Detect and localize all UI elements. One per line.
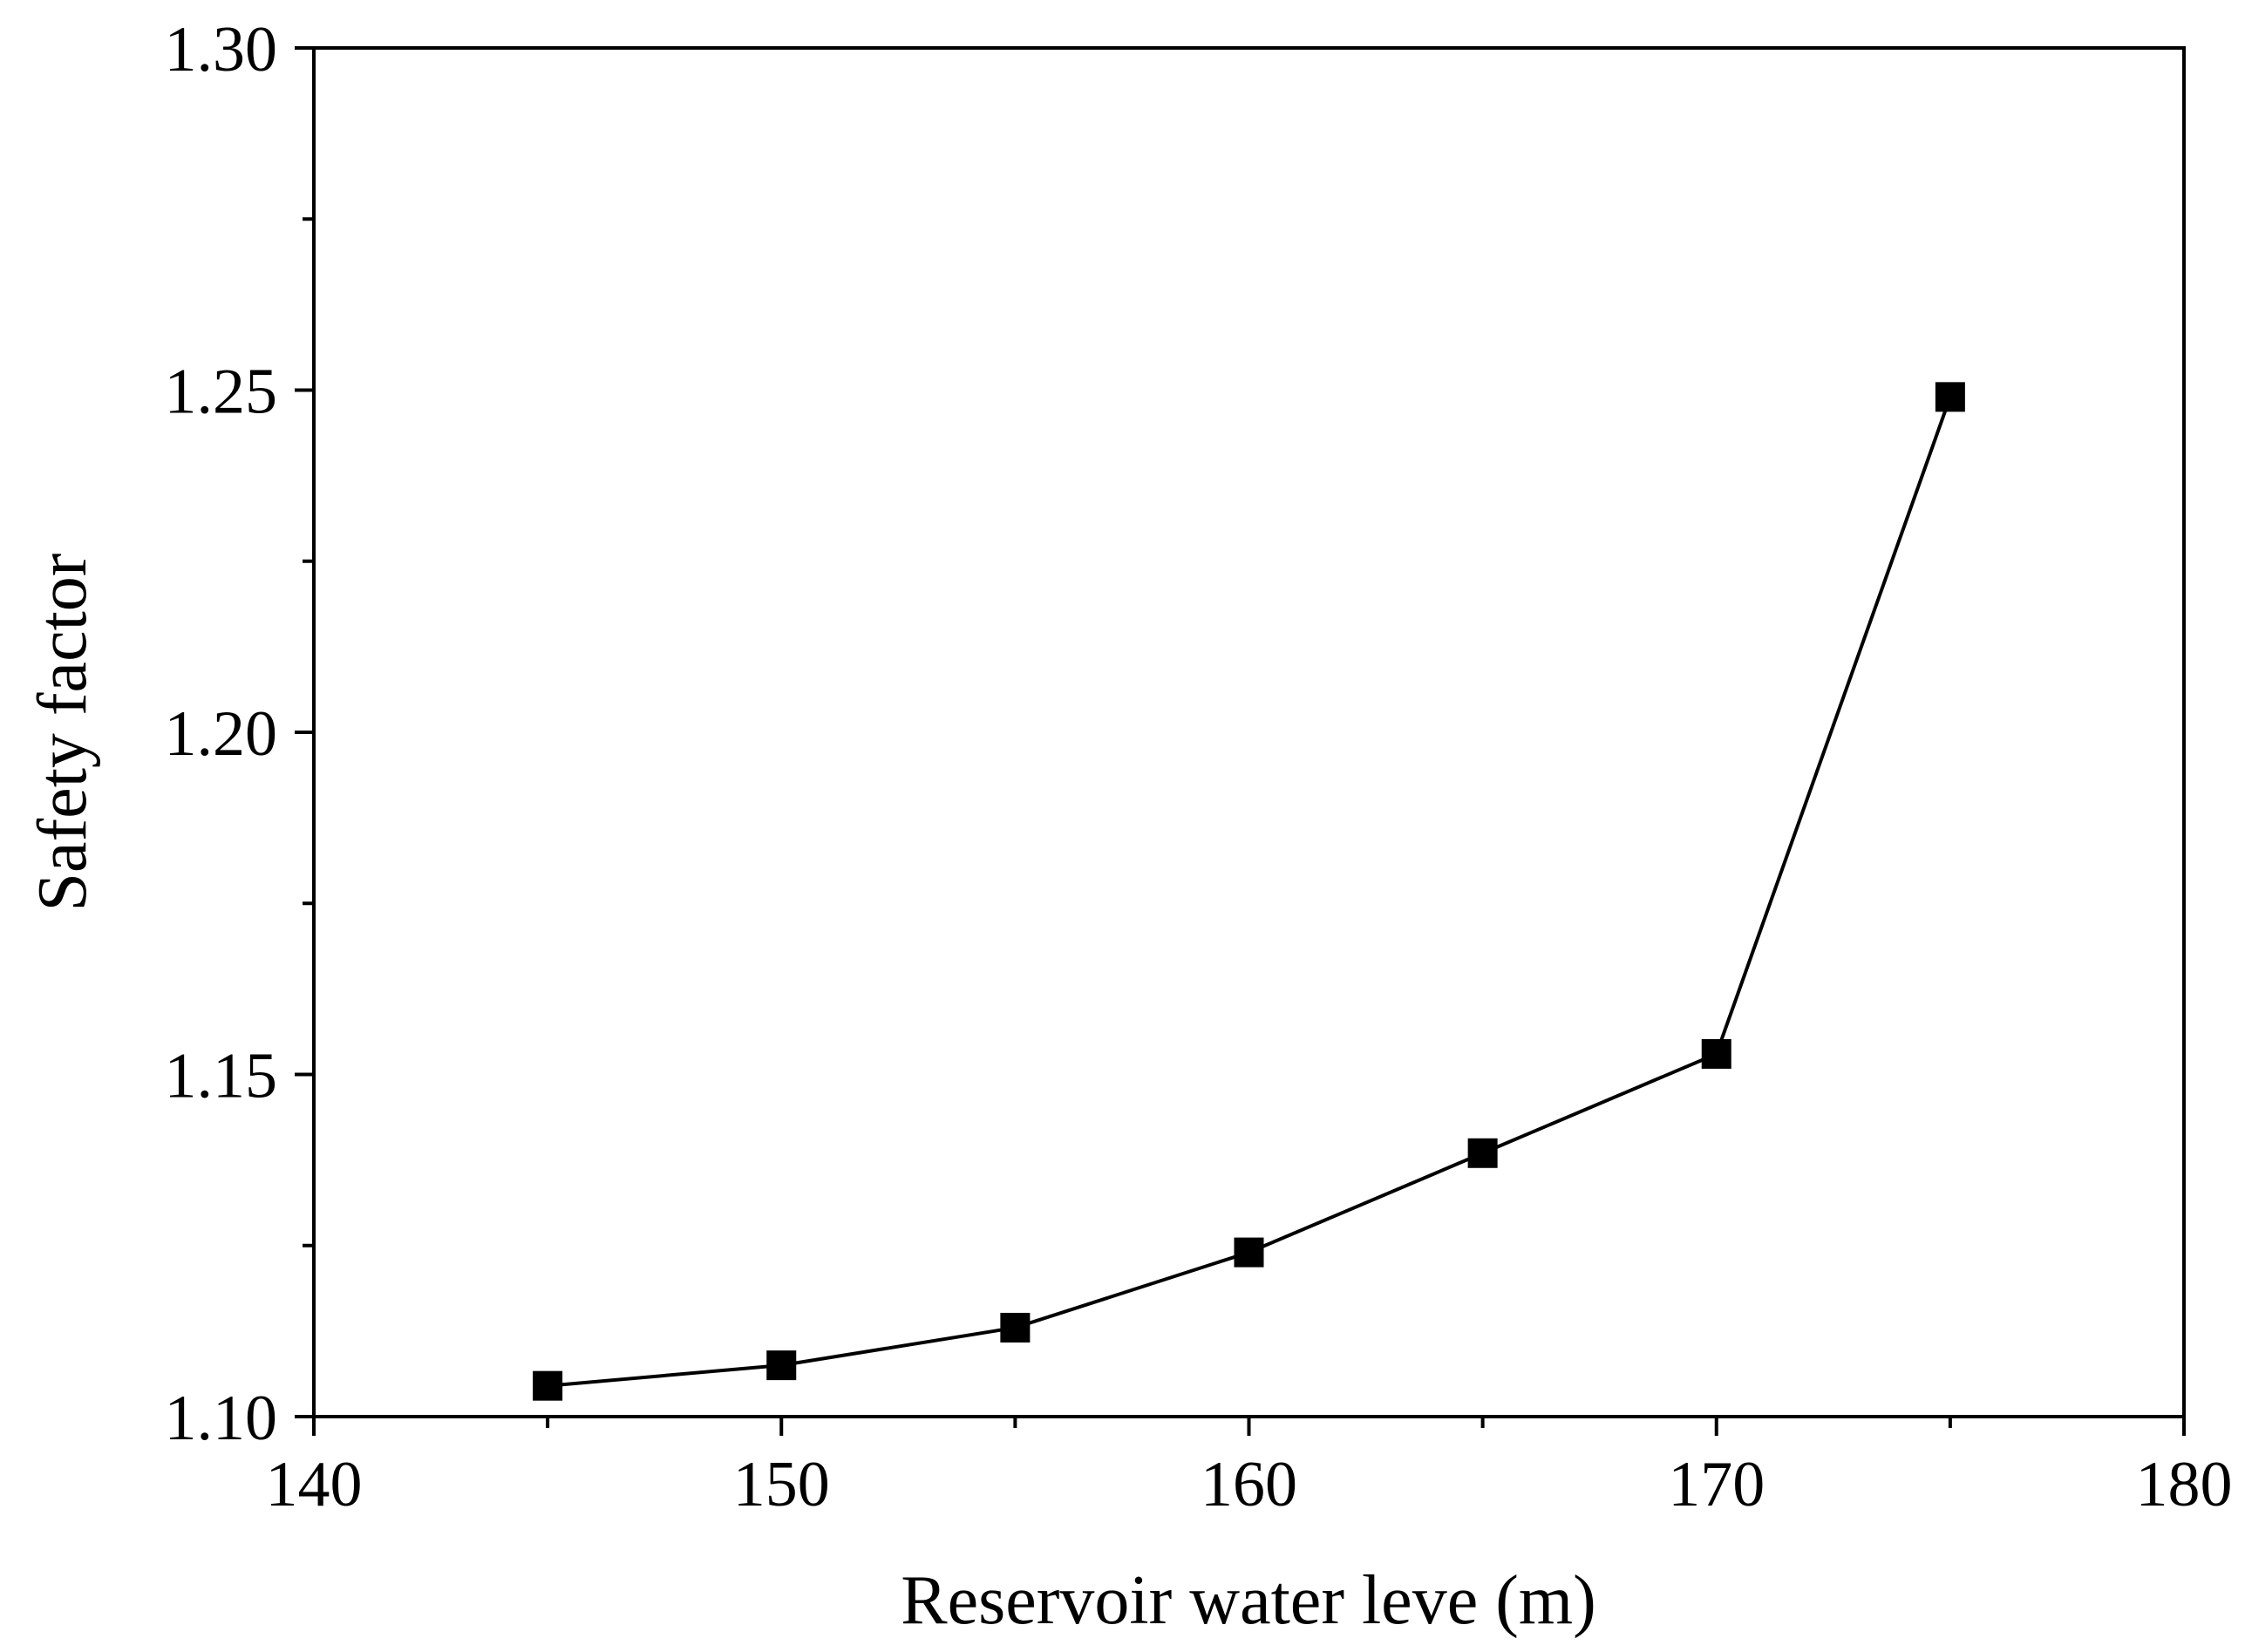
x-tick-label: 150 [733,1449,830,1520]
y-tick-label: 1.10 [165,1383,278,1454]
data-point [1000,1312,1031,1343]
data-point [766,1350,797,1381]
y-tick-label: 1.30 [165,14,278,85]
data-point [533,1370,563,1401]
y-tick-label: 1.15 [165,1041,278,1112]
x-axis-title: Reservoir water leve (m) [901,1562,1595,1639]
plot-frame [312,46,2186,1418]
data-point [1467,1138,1498,1168]
data-point [1701,1038,1731,1069]
axis-tick-labels: 140 150 160 170 180 1.10 1.15 1.20 1.25 1.30 [165,14,2233,1520]
y-tick-label: 1.25 [165,357,278,428]
x-tick-label: 140 [266,1449,363,1520]
y-tick-label: 1.20 [165,698,278,770]
x-tick-label: 170 [1668,1449,1765,1520]
x-tick-label: 160 [1201,1449,1297,1520]
data-point [1935,382,1965,412]
data-markers [533,382,1965,1401]
axis-ticks [295,46,2186,1436]
y-axis-title: Safety factor [24,554,101,912]
x-tick-label: 180 [2136,1449,2233,1520]
data-point [1234,1237,1264,1268]
